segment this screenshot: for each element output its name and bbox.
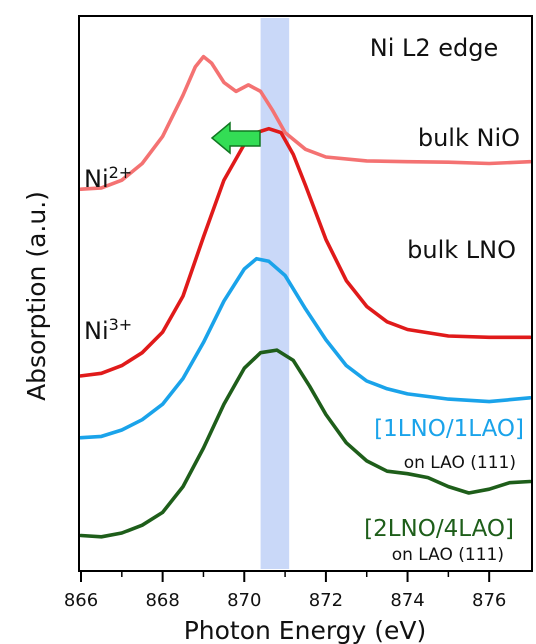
label-bulk-nio: bulk NiO bbox=[418, 124, 520, 152]
chart-title: Ni L2 edge bbox=[370, 34, 499, 62]
x-tick-label: 876 bbox=[472, 590, 506, 611]
plot-frame bbox=[78, 15, 533, 572]
shift-arrow-icon bbox=[210, 121, 261, 155]
x-axis-label: Photon Energy (eV) bbox=[184, 616, 427, 644]
y-axis-label: Absorption (a.u.) bbox=[22, 191, 51, 401]
label-1lno-1lao: [1LNO/1LAO] bbox=[374, 416, 524, 442]
highlight-band-layer bbox=[260, 18, 290, 569]
series-line-1 bbox=[79, 54, 532, 191]
label-ni3plus-base: Ni bbox=[84, 317, 109, 345]
label-ni3plus-charge: 3+ bbox=[109, 315, 133, 334]
label-bulk-lno: bulk LNO bbox=[407, 236, 516, 264]
label-2lno-4lao: [2LNO/4LAO] bbox=[364, 516, 514, 542]
series-line-4 bbox=[79, 348, 532, 539]
shift-arrow bbox=[210, 121, 261, 155]
x-tick-label: 872 bbox=[309, 590, 343, 611]
series-layer bbox=[79, 54, 532, 539]
label-ni2plus-charge: 2+ bbox=[109, 163, 133, 182]
x-tick-label: 874 bbox=[390, 590, 424, 611]
label-1lno-1lao-substrate: on LAO (111) bbox=[404, 453, 516, 473]
x-tick-label: 866 bbox=[64, 590, 98, 611]
label-ni3plus: Ni3+ bbox=[84, 315, 132, 345]
series-line-3 bbox=[79, 256, 532, 440]
highlight-band bbox=[260, 18, 290, 569]
label-2lno-4lao-substrate: on LAO (111) bbox=[392, 545, 504, 565]
x-tick-label: 870 bbox=[227, 590, 261, 611]
label-ni2plus-base: Ni bbox=[84, 165, 109, 193]
x-tick-label: 868 bbox=[145, 590, 179, 611]
series-line-2 bbox=[79, 126, 532, 378]
x-tick-layer: 866 868 870 872 874 876 bbox=[64, 571, 506, 611]
label-ni2plus: Ni2+ bbox=[84, 163, 132, 193]
